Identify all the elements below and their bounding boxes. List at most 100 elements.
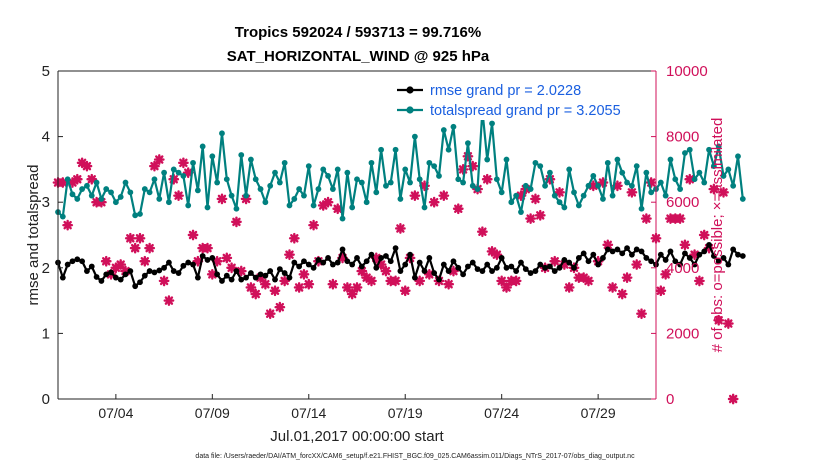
totalspread-point <box>267 182 274 189</box>
totalspread-point <box>648 189 655 196</box>
rmse-point <box>392 245 399 252</box>
totalspread-point <box>561 204 568 211</box>
y-right-tick-label: 4000 <box>666 260 699 277</box>
obs-point <box>57 177 69 188</box>
rmse-point <box>79 258 86 265</box>
obs-point <box>496 275 508 287</box>
obs-point <box>722 318 734 329</box>
totalspread-point <box>701 179 708 186</box>
totalspread-point <box>185 202 192 209</box>
totalspread-point <box>638 205 645 212</box>
totalspread-point <box>243 192 249 199</box>
rmse-point <box>315 257 322 263</box>
rmse-point <box>132 283 139 290</box>
totalspread-point <box>580 192 587 199</box>
obs-point <box>129 242 141 254</box>
obs-point <box>327 278 339 290</box>
totalspread-point <box>219 130 225 137</box>
obs-point <box>409 190 421 202</box>
rmse-point <box>354 255 360 261</box>
rmse-point <box>180 262 187 269</box>
obs-point <box>226 262 238 274</box>
obs-point <box>481 173 493 185</box>
totalspread-point <box>735 153 741 160</box>
obs-point <box>144 242 156 254</box>
obs-point <box>501 282 512 293</box>
rmse-point <box>151 269 158 276</box>
chart-title: Tropics 592024 / 593713 = 99.716% <box>235 24 481 41</box>
totalspread-point <box>604 159 611 166</box>
obs-point <box>115 259 127 270</box>
rmse-point <box>344 258 351 265</box>
rmse-point <box>64 261 71 268</box>
rmse-point <box>575 255 582 261</box>
rmse-point <box>329 261 336 268</box>
totalspread-point <box>686 146 693 153</box>
totalspread-point <box>103 186 110 192</box>
obs-point <box>395 223 406 234</box>
rmse-point <box>310 264 317 271</box>
totalspread-point <box>600 196 606 202</box>
rmse-point <box>551 268 558 274</box>
rmse-point <box>238 276 245 283</box>
rmse-point <box>175 270 182 276</box>
totalspread-point <box>334 166 341 173</box>
totalspread-point <box>74 196 81 202</box>
obs-point <box>626 186 638 198</box>
rmse-point <box>474 266 481 273</box>
totalspread-point <box>498 189 505 196</box>
totalspread-point <box>387 179 394 186</box>
totalspread-point <box>194 187 201 194</box>
rmse-point <box>204 257 211 263</box>
rmse-point <box>248 270 254 276</box>
totalspread-point <box>624 179 630 186</box>
obs-point <box>158 275 170 287</box>
obs-point <box>549 255 561 267</box>
totalspread-point <box>378 146 385 153</box>
rmse-point <box>161 264 167 271</box>
totalspread-point <box>421 204 428 211</box>
rmse-point <box>662 257 669 263</box>
rmse-point <box>209 255 216 261</box>
totalspread-point <box>238 152 245 158</box>
x-tick-label: 07/29 <box>581 405 616 421</box>
obs-point <box>100 255 112 267</box>
rmse-point <box>469 259 476 266</box>
totalspread-point <box>228 192 235 199</box>
totalspread-point <box>725 166 732 173</box>
obs-point <box>216 193 228 205</box>
rmse-point <box>513 268 520 274</box>
totalspread-point <box>132 212 139 219</box>
legend: rmse grand pr = 2.0228 totalspread grand… <box>392 76 654 120</box>
totalspread-point <box>286 202 293 209</box>
totalspread-point <box>691 176 698 183</box>
rmse-point <box>267 268 274 274</box>
rmse-point <box>383 253 389 259</box>
rmse-point <box>127 268 134 274</box>
rmse-point <box>122 271 129 278</box>
totalspread-point <box>170 166 177 173</box>
totalspread-point <box>199 143 206 150</box>
totalspread-point <box>180 173 187 179</box>
rmse-point <box>368 251 375 258</box>
obs-point <box>674 213 686 225</box>
obs-point <box>631 259 643 270</box>
totalspread-point <box>252 176 259 183</box>
y-axis-right-label: # of obs: o=possible; ×=assimilated <box>709 118 726 353</box>
rmse-point <box>628 251 635 258</box>
obs-point <box>163 295 175 306</box>
totalspread-point <box>383 182 389 189</box>
rmse-point <box>614 246 621 253</box>
rmse-point <box>465 263 471 270</box>
rmse-point <box>233 268 240 274</box>
y-axis-left-label: rmse and totalspread <box>25 165 42 306</box>
rmse-point <box>450 258 457 265</box>
rmse-point <box>93 274 100 280</box>
totalspread-point <box>88 192 95 199</box>
obs-point <box>616 288 628 300</box>
obs-point <box>583 275 594 287</box>
obs-point <box>284 249 295 261</box>
totalspread-point <box>715 143 722 150</box>
obs-point <box>428 196 440 208</box>
obs-point <box>660 268 672 280</box>
